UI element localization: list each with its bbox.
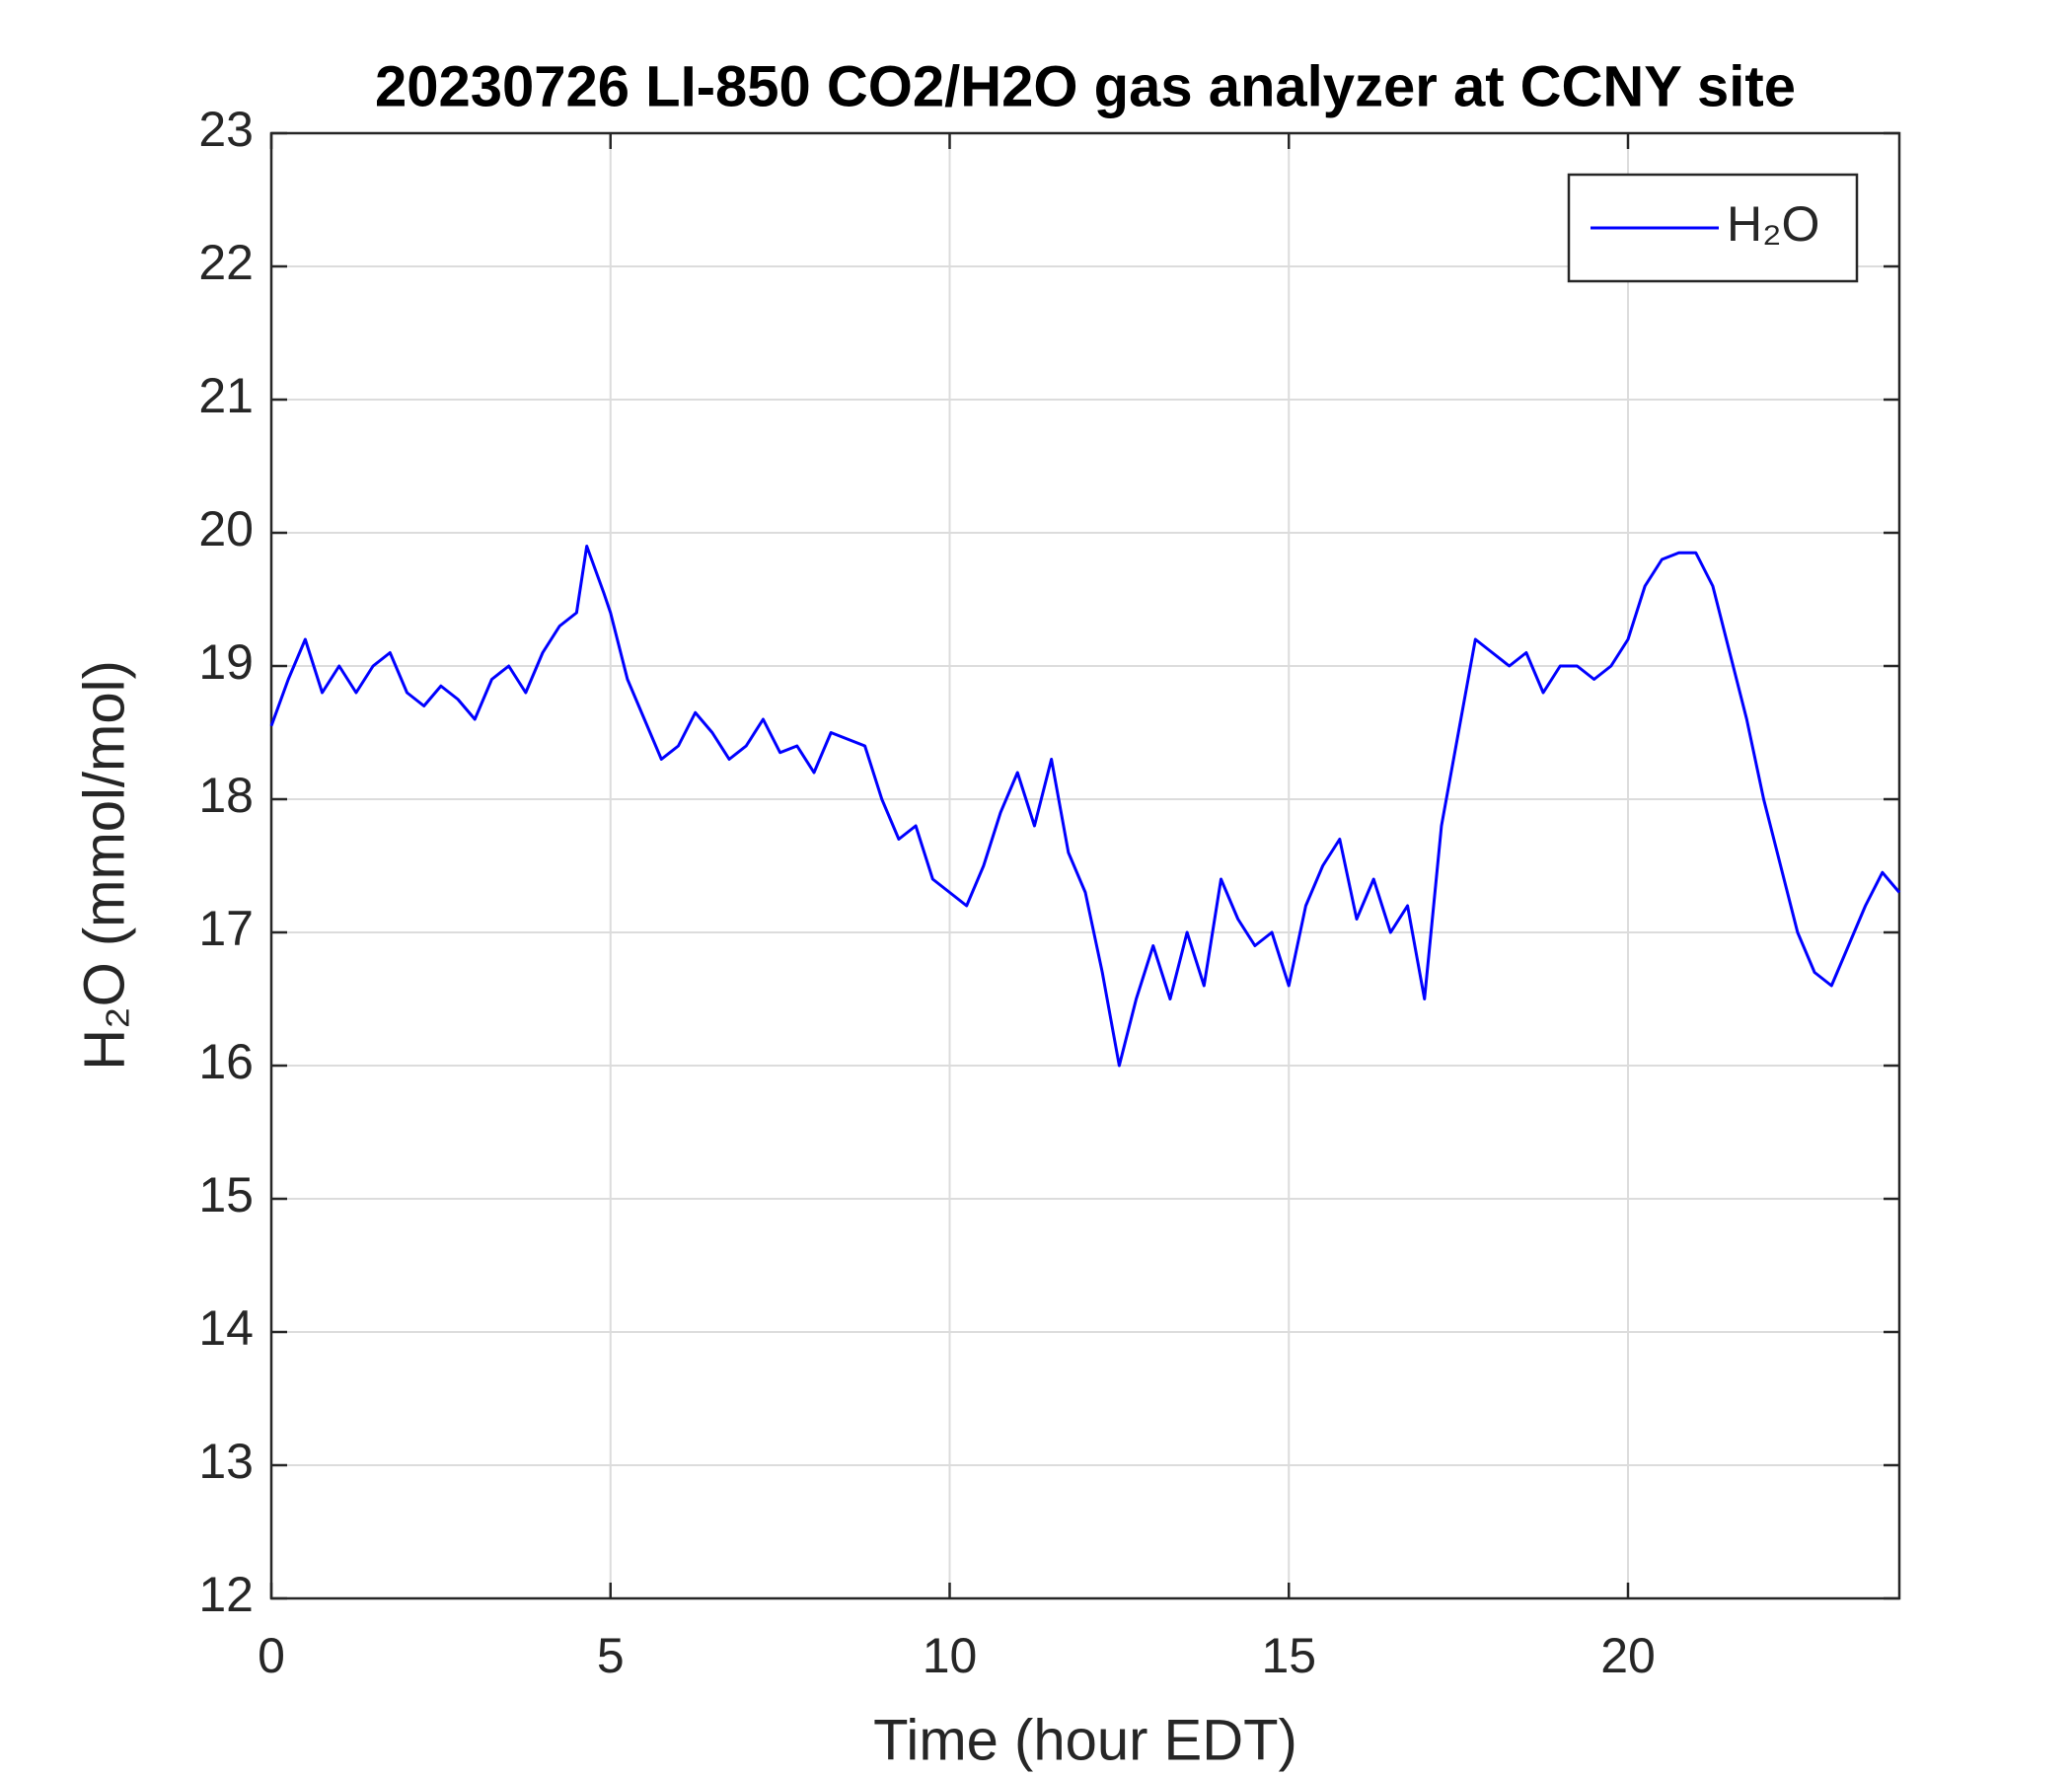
x-tick-label: 0 bbox=[258, 1628, 285, 1683]
y-tick-label: 15 bbox=[198, 1167, 254, 1222]
y-tick-label: 21 bbox=[198, 368, 254, 423]
chart-title: 20230726 LI-850 CO2/H2O gas analyzer at … bbox=[375, 54, 1796, 118]
x-tick-label: 10 bbox=[923, 1628, 978, 1683]
y-tick-label: 22 bbox=[198, 235, 254, 290]
data-line bbox=[269, 545, 1901, 1068]
x-axis-label: Time (hour EDT) bbox=[873, 1708, 1297, 1772]
y-tick-label: 12 bbox=[198, 1567, 254, 1622]
legend-label: H₂O bbox=[1727, 196, 1819, 252]
y-tick-label: 23 bbox=[198, 102, 254, 157]
y-tick-label: 16 bbox=[198, 1034, 254, 1089]
x-tick-label: 15 bbox=[1261, 1628, 1316, 1683]
plot-frame bbox=[269, 131, 1901, 1600]
y-tick-label: 19 bbox=[198, 634, 254, 690]
y-axis-label: H₂O (mmol/mol) bbox=[72, 660, 136, 1071]
y-tick-label: 13 bbox=[198, 1434, 254, 1489]
x-tick-label: 20 bbox=[1600, 1628, 1656, 1683]
y-tick-label: 17 bbox=[198, 901, 254, 956]
y-tick-label: 18 bbox=[198, 768, 254, 823]
x-tick-label: 5 bbox=[597, 1628, 625, 1683]
y-tick-label: 14 bbox=[198, 1300, 254, 1356]
y-tick-label: 20 bbox=[198, 501, 254, 556]
